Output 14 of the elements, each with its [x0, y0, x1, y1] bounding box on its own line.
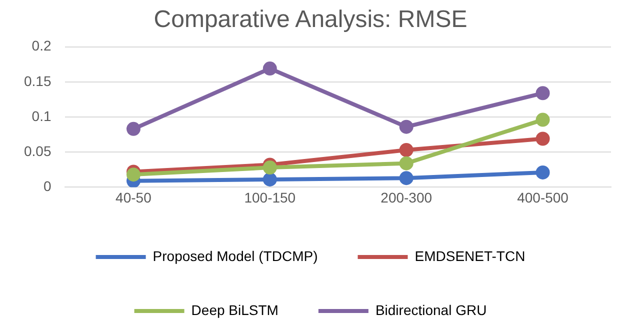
y-tick-label: 0.1 [32, 108, 52, 124]
x-tick-label: 100-150 [244, 189, 296, 206]
chart-title: Comparative Analysis: RMSE [154, 6, 468, 34]
legend-label: Proposed Model (TDCMP) [152, 248, 318, 264]
x-tick-label: 400-500 [517, 189, 569, 206]
y-tick-label: 0.2 [32, 38, 52, 54]
y-tick-label: 0.15 [24, 72, 52, 89]
legend-label: Bidirectional GRU [375, 302, 487, 318]
y-tick-label: 0 [43, 178, 52, 194]
y-tick-label: 0.05 [24, 142, 52, 159]
x-tick-label: 40-50 [116, 189, 152, 206]
legend-label: Deep BiLSTM [191, 302, 278, 318]
x-tick-label: 200-300 [380, 189, 432, 206]
legend-label: EMDSENET-TCN [414, 248, 526, 264]
